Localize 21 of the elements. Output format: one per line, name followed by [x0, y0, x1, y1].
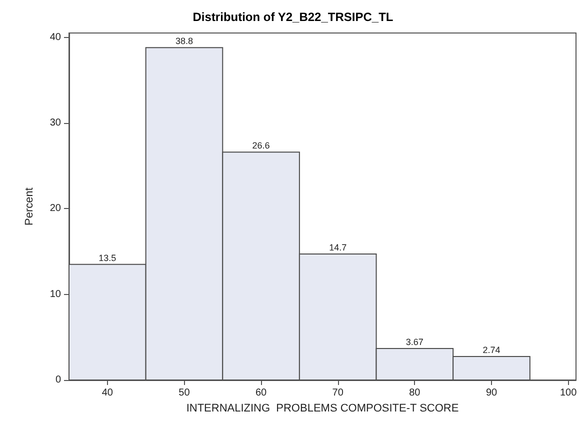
y-tick-label: 40 — [50, 32, 62, 43]
y-tick-label: 30 — [50, 117, 62, 128]
y-tick-label: 20 — [50, 203, 62, 214]
y-tick-label: 0 — [55, 374, 62, 386]
data-label: 38.8 — [175, 36, 193, 46]
y-tick-label: 10 — [50, 288, 62, 300]
x-tick-label: 50 — [178, 388, 190, 398]
x-tick-label: 40 — [102, 388, 114, 398]
data-label: 13.5 — [98, 252, 116, 263]
x-tick-label: 100 — [560, 388, 578, 398]
x-tick-label: 90 — [486, 388, 498, 398]
y-axis-title: Percent — [24, 188, 36, 226]
chart-title: Distribution of Y2_B22_TRSIPC_TL — [192, 10, 394, 24]
x-tick-label: 80 — [409, 388, 421, 398]
x-axis-title: INTERNALIZING PROBLEMS COMPOSITE-T SCORE — [186, 402, 459, 414]
data-label: 14.7 — [329, 242, 347, 253]
data-label: 26.6 — [252, 140, 270, 151]
x-tick-label: 70 — [332, 388, 344, 398]
data-label: 2.74 — [482, 345, 500, 356]
x-tick-label: 60 — [255, 388, 268, 398]
data-label: 3.67 — [406, 337, 424, 348]
